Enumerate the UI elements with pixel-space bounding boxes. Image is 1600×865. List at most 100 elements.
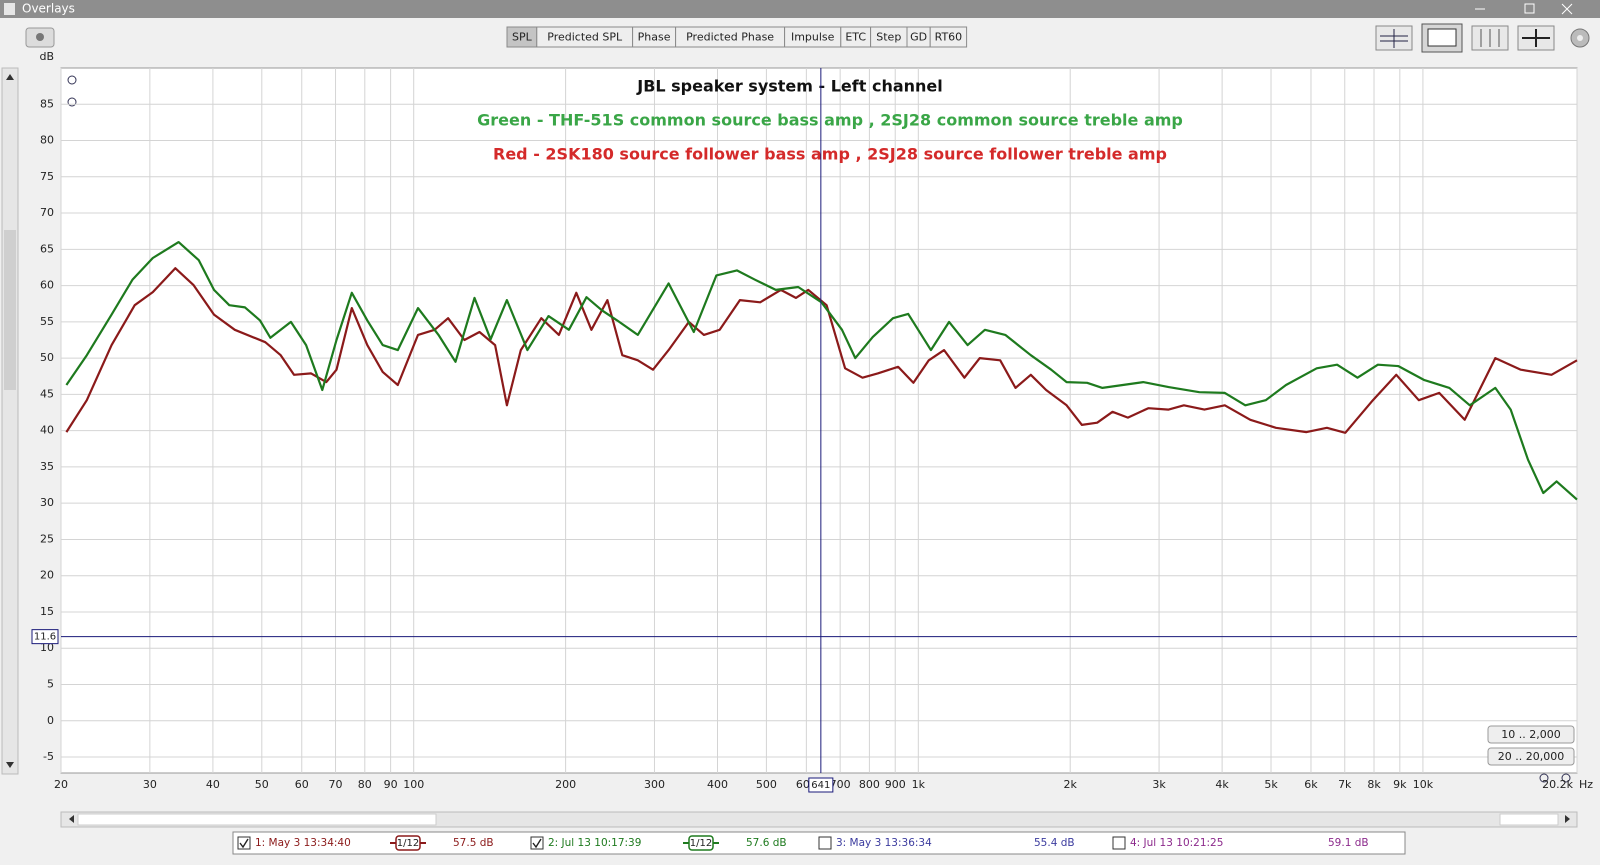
tab-label[interactable]: Predicted Phase <box>686 31 774 44</box>
view-tools <box>1375 23 1590 53</box>
x-tick-label: 200 <box>555 778 576 791</box>
x-tick-label: 800 <box>859 778 880 791</box>
x-tick-label: 100 <box>403 778 424 791</box>
tab-label[interactable]: GD <box>910 31 927 44</box>
tab-label[interactable]: Predicted SPL <box>547 31 623 44</box>
check-mark <box>239 838 249 849</box>
x-tick-label: 4k <box>1215 778 1229 791</box>
y-tick-label: 80 <box>40 134 54 147</box>
x-tick-label: 1k <box>912 778 926 791</box>
x-tick-label: 2k <box>1064 778 1078 791</box>
close-button[interactable] <box>1561 3 1573 15</box>
annotation: Red - 2SK180 source follower bass amp , … <box>493 145 1167 164</box>
x-tick-label: 500 <box>756 778 777 791</box>
y-tick-label: 15 <box>40 605 54 618</box>
x-zoom-in[interactable] <box>1561 773 1571 783</box>
y-tick-label: 40 <box>40 424 54 437</box>
x-tick-label: 400 <box>707 778 728 791</box>
range-button-label[interactable]: 20 .. 20,000 <box>1498 750 1564 763</box>
x-tick-label: 7k <box>1338 778 1352 791</box>
y-tick-label: 5 <box>47 678 54 691</box>
y-unit: dB <box>39 50 54 63</box>
tab-label[interactable]: Impulse <box>791 31 835 44</box>
x-zoom-out[interactable] <box>1539 773 1549 783</box>
smoothing-box[interactable] <box>688 835 714 851</box>
trace-name[interactable]: 2: Jul 13 10:17:39 <box>548 837 641 849</box>
tool-icon <box>1427 28 1457 47</box>
y-tick-label: 35 <box>40 460 54 473</box>
x-tick-label: 900 <box>885 778 906 791</box>
chart-title: JBL speaker system - Left channel <box>636 77 943 96</box>
h-scroll-track <box>77 813 437 826</box>
x-tick-label: 5k <box>1264 778 1278 791</box>
h-scroll-track <box>1499 813 1559 826</box>
trace-level: 59.1 dB <box>1328 837 1369 849</box>
x-tick-label: 8k <box>1367 778 1381 791</box>
x-tick-label: 90 <box>384 778 398 791</box>
cursor-y-box <box>31 629 59 645</box>
h-scrollbar[interactable] <box>60 811 1578 828</box>
x-tick-label: 9k <box>1393 778 1407 791</box>
trace-name[interactable]: 1: May 3 13:34:40 <box>255 837 351 849</box>
v-scroll-thumb[interactable] <box>4 230 16 390</box>
zoom-in[interactable] <box>67 75 77 85</box>
trace-name[interactable]: 4: Jul 13 10:21:25 <box>1130 837 1223 849</box>
trace-name[interactable]: 3: May 3 13:36:34 <box>836 837 932 849</box>
range-button[interactable] <box>1487 747 1575 766</box>
zoom-out[interactable] <box>67 97 77 107</box>
x-tick-label: 40 <box>206 778 220 791</box>
trace-level: 57.5 dB <box>453 837 494 849</box>
y-tick-label: 75 <box>40 170 54 183</box>
x-tick-label: 60 <box>295 778 309 791</box>
check-mark <box>532 838 542 849</box>
restore-button[interactable] <box>1524 3 1535 14</box>
series-line <box>65 241 1578 501</box>
range-button[interactable] <box>1487 725 1575 744</box>
y-tick-label: -5 <box>43 750 54 763</box>
series-line <box>65 267 1578 434</box>
trace-level: 55.4 dB <box>1034 837 1075 849</box>
x-tick-label: 10k <box>1413 778 1434 791</box>
app-icon <box>4 3 15 15</box>
annotation: Green - THF-51S common source bass amp ,… <box>477 111 1183 130</box>
tool-icon <box>1480 29 1500 47</box>
cursor-x-label: 641 <box>811 780 830 791</box>
y-tick-label: 20 <box>40 569 54 582</box>
tab-label[interactable]: Phase <box>638 31 671 44</box>
trace-checkbox[interactable] <box>1112 836 1126 850</box>
zoom-icons <box>67 75 1571 783</box>
x-tick-label: 70 <box>329 778 343 791</box>
tab[interactable] <box>929 26 968 48</box>
range-button-label[interactable]: 10 .. 2,000 <box>1501 728 1560 741</box>
smoothing-box[interactable] <box>395 835 421 851</box>
window-title: Overlays <box>22 2 75 16</box>
y-tick-label: 85 <box>40 97 54 110</box>
trace-checkbox[interactable] <box>818 836 832 850</box>
settings-icon <box>1577 35 1583 41</box>
y-tick-label: 55 <box>40 315 54 328</box>
tab-label[interactable]: ETC <box>845 31 866 44</box>
x-tick-label: 50 <box>255 778 269 791</box>
y-tick-label: 30 <box>40 496 54 509</box>
y-tick-label: 60 <box>40 279 54 292</box>
trace-checkbox[interactable] <box>530 836 544 850</box>
y-tick-label: 25 <box>40 532 54 545</box>
tab-label[interactable]: Step <box>876 31 901 44</box>
x-unit: Hz <box>1579 778 1593 791</box>
tab-label[interactable]: RT60 <box>935 31 963 44</box>
y-tick-label: 10 <box>40 641 54 654</box>
x-tick-label: 700 <box>830 778 851 791</box>
tab-label[interactable]: SPL <box>512 31 533 44</box>
x-tick-label: 6k <box>1304 778 1318 791</box>
smoothing-label: 1/12 <box>690 838 712 849</box>
v-scrollbar[interactable] <box>1 67 19 775</box>
trace-level: 57.6 dB <box>746 837 787 849</box>
x-tick-label: 300 <box>644 778 665 791</box>
y-tick-label: 70 <box>40 206 54 219</box>
x-tick-label: 20.2k <box>1542 778 1573 791</box>
x-tick-label: 3k <box>1152 778 1166 791</box>
cursor-y-label: 11.6 <box>34 632 56 643</box>
trace-checkbox[interactable] <box>237 836 251 850</box>
